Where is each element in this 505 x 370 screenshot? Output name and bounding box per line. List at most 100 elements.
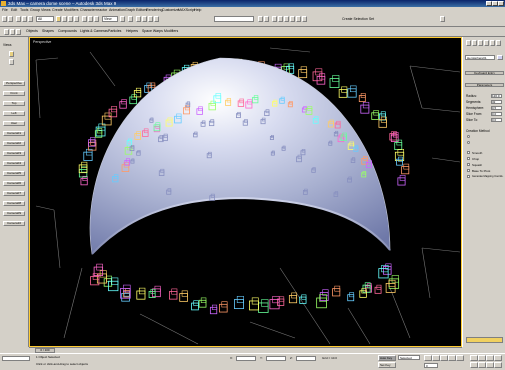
- menu-views[interactable]: Views: [41, 8, 51, 12]
- camera-icon-35[interactable]: [360, 101, 370, 114]
- camera-icon-34[interactable]: [358, 93, 366, 103]
- camera-icon-102[interactable]: [209, 193, 215, 201]
- base-to-pivot-checkbox[interactable]: [467, 169, 470, 172]
- key-filter-dropdown[interactable]: Selected: [398, 355, 420, 360]
- camera-icon-78[interactable]: [365, 160, 372, 169]
- camera-icon-93[interactable]: [206, 151, 212, 159]
- camera-icon-50[interactable]: [126, 138, 133, 146]
- camera-icon-3[interactable]: [83, 148, 93, 161]
- view-button-perspective[interactable]: Perspective: [3, 81, 25, 86]
- view-button-front[interactable]: Front: [3, 91, 25, 96]
- camera-icon-131[interactable]: [198, 297, 207, 308]
- camera-icon-36[interactable]: [371, 110, 379, 120]
- camera-icon-54[interactable]: [153, 122, 161, 132]
- camera-icon-85[interactable]: [347, 176, 352, 183]
- maximize-button[interactable]: [492, 1, 498, 6]
- radio-option-2[interactable]: [467, 141, 470, 144]
- menu-edit[interactable]: Edit: [11, 8, 18, 12]
- select-by-name-button[interactable]: [62, 16, 67, 22]
- camera-icon-37[interactable]: [378, 111, 386, 121]
- camera-icon-109[interactable]: [130, 158, 135, 164]
- view-button-top[interactable]: Top: [3, 101, 25, 106]
- close-button[interactable]: [498, 1, 504, 6]
- camera-icon-77[interactable]: [361, 156, 368, 165]
- selection-filter-dropdown[interactable]: All: [36, 16, 54, 22]
- camera-icon-32[interactable]: [338, 86, 348, 98]
- camera-icon-56[interactable]: [174, 113, 182, 124]
- view-button-camera02[interactable]: Camera02: [3, 141, 25, 146]
- camera-icon-75[interactable]: [347, 141, 355, 150]
- camera-icon-120[interactable]: [319, 289, 329, 301]
- menu-customize[interactable]: Customize: [162, 8, 179, 12]
- camera-icon-72[interactable]: [334, 120, 341, 129]
- camera-icon-113[interactable]: [385, 279, 396, 293]
- camera-icon-28[interactable]: [298, 66, 308, 79]
- camera-icon-69[interactable]: [305, 106, 313, 115]
- camera-icon-105[interactable]: [200, 120, 206, 127]
- next-frame-icon[interactable]: [448, 355, 456, 361]
- view-button-camera05[interactable]: Camera05: [3, 171, 25, 176]
- maxscript-listener[interactable]: [2, 356, 30, 361]
- current-frame-field[interactable]: 0: [424, 363, 438, 368]
- undo-button[interactable]: [2, 16, 7, 22]
- selection-region-button[interactable]: [68, 16, 73, 22]
- view-button-user[interactable]: User: [3, 121, 25, 126]
- camera-icon-11[interactable]: [129, 94, 137, 105]
- camera-icon-127[interactable]: [249, 297, 259, 311]
- menu-modifiers[interactable]: Modifiers: [64, 8, 79, 12]
- camera-icon-67[interactable]: [287, 101, 293, 108]
- tab-toolbar-icon-3[interactable]: [16, 29, 21, 35]
- camera-icon-119[interactable]: [332, 285, 341, 297]
- camera-icon-31[interactable]: [329, 75, 340, 88]
- camera-icon-98[interactable]: [302, 188, 308, 195]
- camera-icon-142[interactable]: [108, 277, 119, 292]
- camera-icon-135[interactable]: [152, 285, 161, 298]
- camera-icon-100[interactable]: [333, 130, 339, 137]
- camera-icon-143[interactable]: [96, 270, 107, 284]
- create-tab-icon[interactable]: [466, 40, 471, 46]
- menu-help[interactable]: Help: [194, 8, 202, 12]
- camera-icon-140[interactable]: [120, 284, 131, 299]
- camera-icon-74[interactable]: [340, 132, 347, 141]
- align-button[interactable]: [264, 16, 269, 22]
- tab-toolbar-icon-1[interactable]: [4, 29, 9, 35]
- camera-icon-71[interactable]: [327, 119, 334, 128]
- camera-icon-39[interactable]: [389, 131, 397, 141]
- param-slice-from-field[interactable]: 0.0: [491, 112, 502, 116]
- time-slider[interactable]: 0 / 100: [35, 348, 55, 353]
- camera-icon-144[interactable]: [90, 273, 100, 286]
- menu-file[interactable]: File: [2, 8, 8, 12]
- y-coord-field[interactable]: [266, 356, 286, 361]
- camera-icon-122[interactable]: [299, 294, 307, 304]
- set-key-button[interactable]: Set Key: [378, 362, 396, 368]
- camera-icon-59[interactable]: [208, 100, 216, 111]
- camera-icon-145[interactable]: [93, 263, 104, 277]
- hierarchy-tab-icon[interactable]: [478, 40, 483, 46]
- redo-button[interactable]: [8, 16, 13, 22]
- camera-icon-8[interactable]: [101, 112, 112, 126]
- camera-icon-134[interactable]: [169, 288, 178, 300]
- zoom-all-icon[interactable]: [470, 362, 478, 368]
- menu-group[interactable]: Group: [30, 8, 40, 12]
- prev-frame-icon[interactable]: [432, 355, 440, 361]
- tab-compounds[interactable]: Compounds: [58, 29, 77, 33]
- snap-button[interactable]: [136, 16, 141, 22]
- camera-icon-114[interactable]: [374, 284, 382, 294]
- render-button[interactable]: [302, 16, 307, 22]
- auto-key-button[interactable]: Auto Key: [378, 355, 396, 361]
- camera-icon-96[interactable]: [269, 135, 274, 140]
- camera-icon-84[interactable]: [333, 191, 339, 197]
- curve-editor-button[interactable]: [278, 16, 283, 22]
- view-button-left[interactable]: Left: [3, 111, 25, 116]
- view-button-camera01[interactable]: Camera01: [3, 131, 25, 136]
- camera-icon-58[interactable]: [196, 106, 203, 115]
- camera-icon-33[interactable]: [347, 85, 357, 98]
- camera-icon-57[interactable]: [183, 105, 190, 115]
- camera-icon-125[interactable]: [269, 296, 280, 310]
- unlink-button[interactable]: [22, 16, 27, 22]
- manipulate-button[interactable]: [128, 16, 133, 22]
- camera-icon-132[interactable]: [191, 300, 199, 311]
- z-coord-field[interactable]: [296, 356, 316, 361]
- menu-maxscript[interactable]: MAXScript: [178, 8, 195, 12]
- scale-button[interactable]: [94, 16, 99, 22]
